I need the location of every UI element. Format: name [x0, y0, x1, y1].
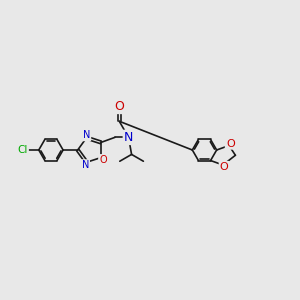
Text: O: O — [226, 139, 235, 148]
Text: N: N — [83, 130, 90, 140]
Text: N: N — [124, 131, 133, 144]
Text: Cl: Cl — [17, 145, 28, 155]
Text: O: O — [114, 100, 124, 113]
Text: O: O — [220, 162, 229, 172]
Text: N: N — [82, 160, 89, 170]
Text: O: O — [99, 155, 107, 165]
